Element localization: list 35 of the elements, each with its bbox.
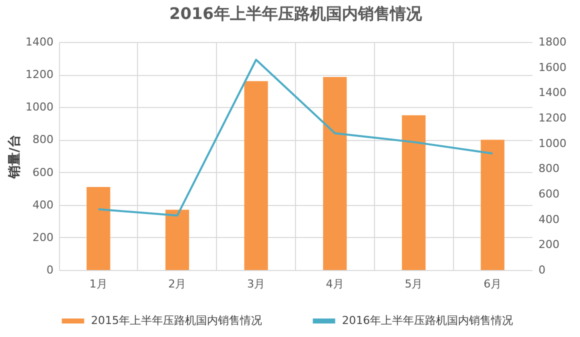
- y-tick-label: 1000: [26, 100, 54, 114]
- line-series: [97, 58, 494, 217]
- bar: [165, 210, 190, 270]
- x-tick-label: 2月: [168, 278, 186, 290]
- y-tick-label: 200: [32, 230, 54, 244]
- y2-tick-label: 1000: [538, 136, 566, 150]
- bar: [323, 77, 347, 270]
- legend-label: 2016年上半年压路机国内销售情况: [342, 314, 513, 327]
- y2-tick-label: 600: [538, 188, 560, 200]
- y2-tick-label: 800: [538, 162, 560, 176]
- y-tick-label: 600: [32, 166, 54, 179]
- y-tick-label: 400: [32, 198, 54, 212]
- bar: [480, 140, 504, 270]
- x-tick-label: 6月: [484, 278, 502, 290]
- y2-tick-label: 200: [538, 238, 560, 252]
- y2-tick-label: 1400: [538, 86, 566, 100]
- bar: [402, 115, 426, 270]
- y-tick-label: 800: [32, 133, 54, 146]
- legend-label: 2015年上半年压路机国内销售情况: [91, 314, 262, 327]
- y2-tick-label: 400: [538, 212, 560, 226]
- y-tick-label: 1400: [26, 36, 54, 48]
- y2-tick-label: 1600: [538, 60, 566, 74]
- y2-tick-label: 1200: [538, 112, 566, 124]
- y2-tick-label: 1800: [538, 36, 566, 48]
- x-tick-label: 4月: [326, 278, 344, 290]
- x-tick-label: 5月: [404, 278, 423, 290]
- y-tick-label: 0: [46, 264, 54, 276]
- x-tick-label: 3月: [247, 278, 266, 290]
- bar: [86, 186, 110, 270]
- y-axis-title: 销量/台: [6, 134, 23, 180]
- x-tick-label: 1月: [89, 278, 108, 290]
- chart-title: 2016年上半年压路机国内销售情况: [169, 4, 423, 23]
- y2-tick-label: 0: [538, 264, 546, 276]
- y-tick-label: 1200: [26, 68, 54, 82]
- bar: [244, 81, 268, 270]
